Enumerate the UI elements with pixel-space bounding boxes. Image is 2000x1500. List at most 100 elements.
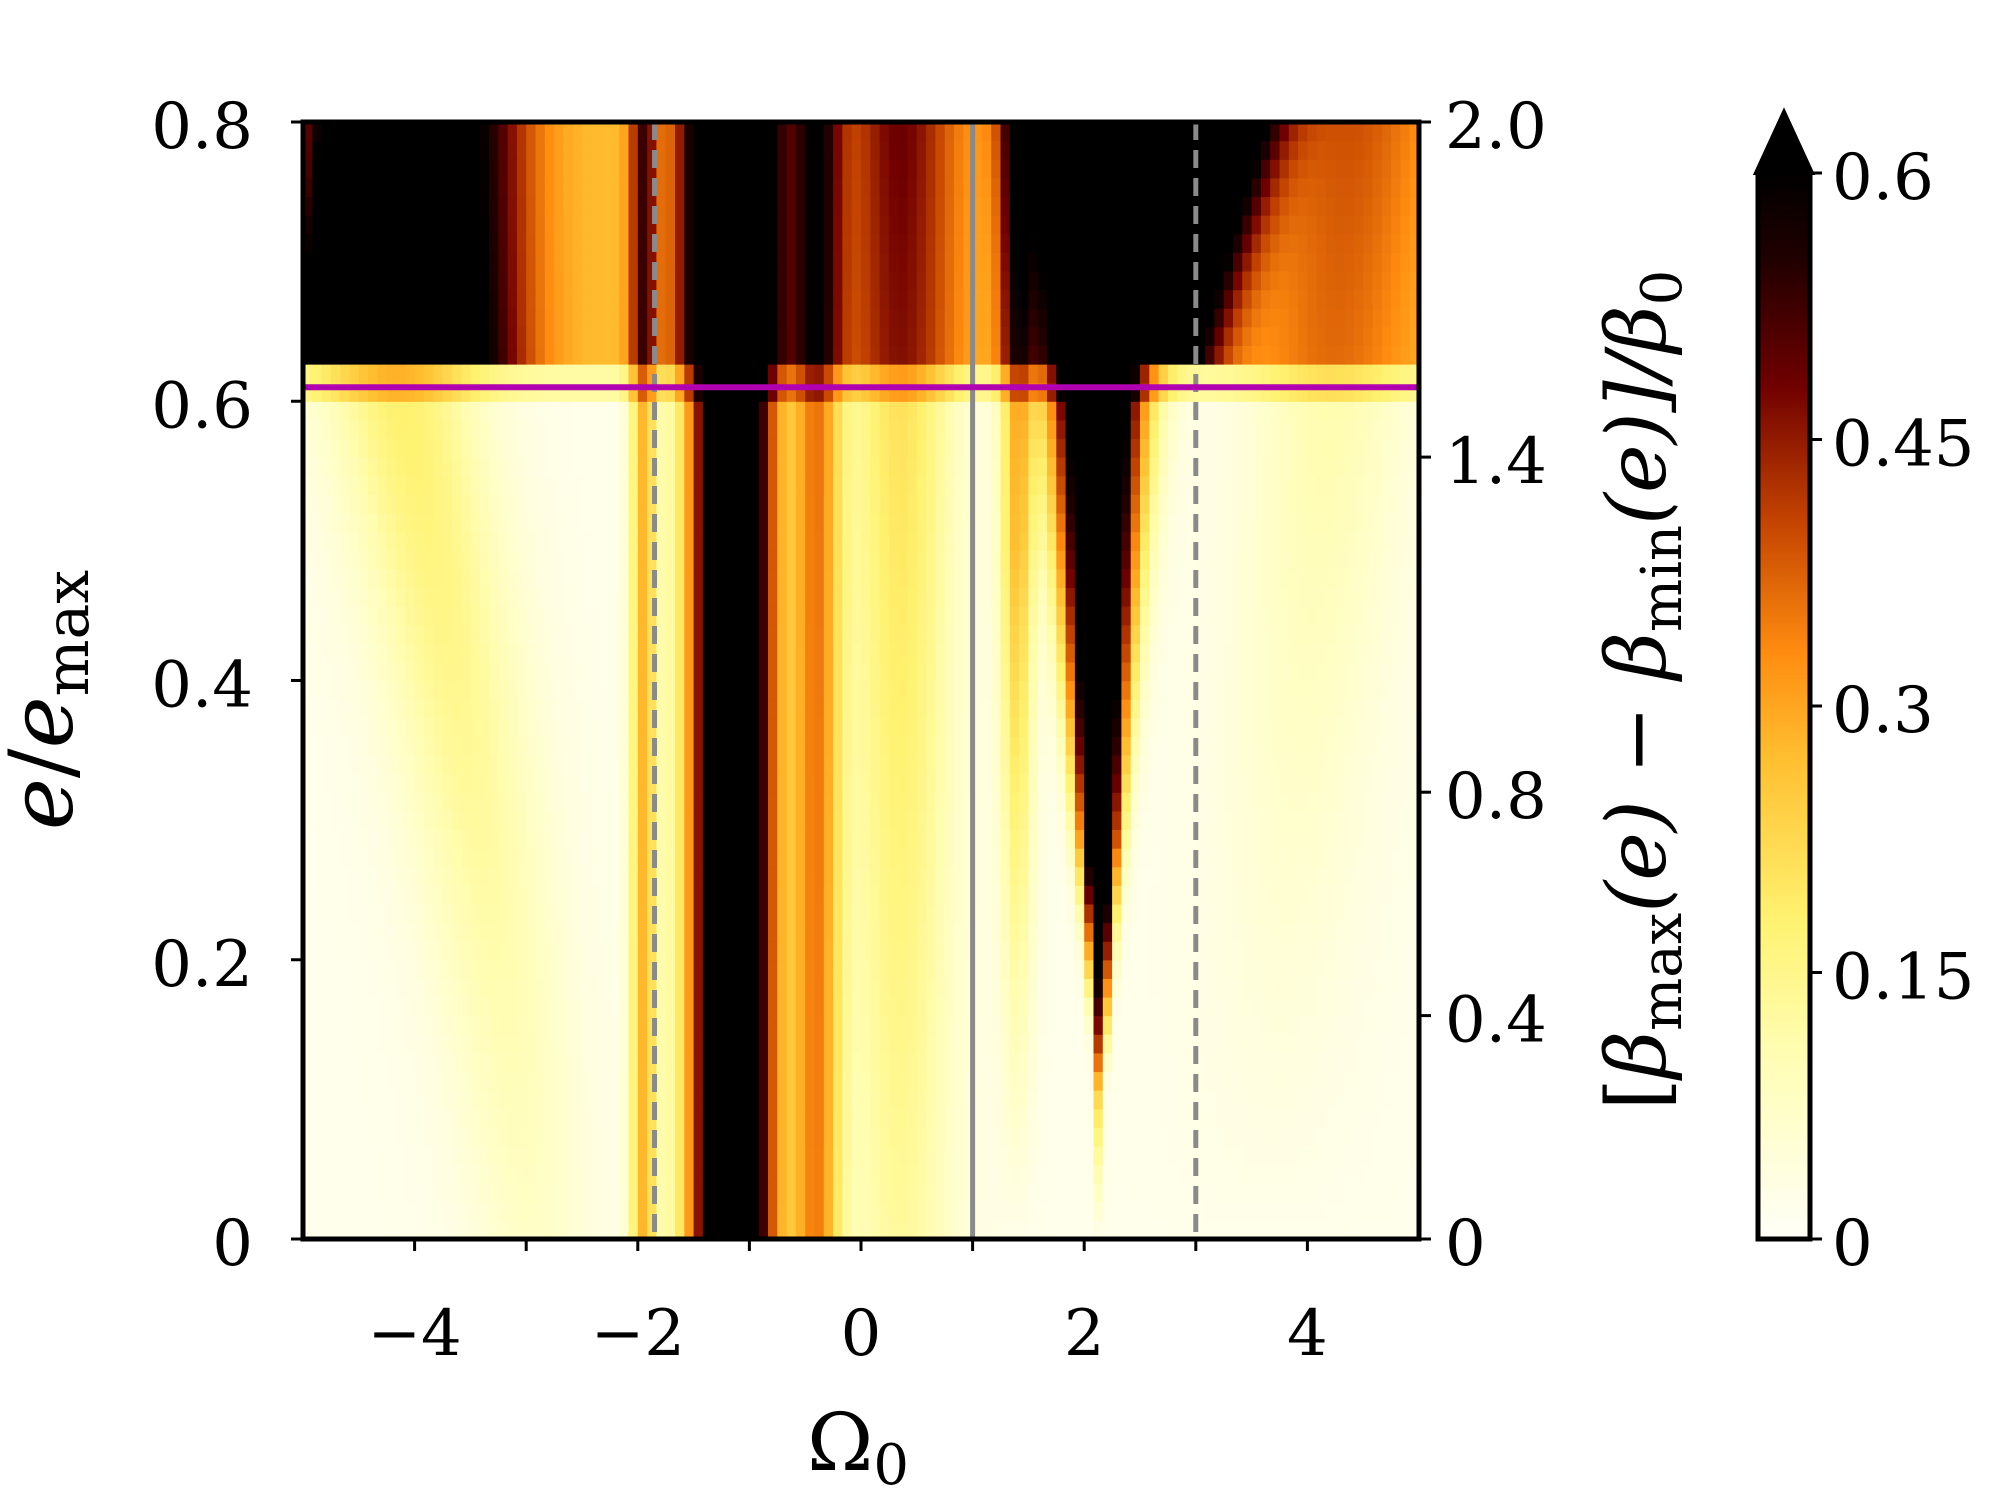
heatmap-cell <box>1019 624 1029 644</box>
heatmap-cell <box>423 661 434 682</box>
heatmap-cell <box>489 1034 499 1054</box>
heatmap-cell <box>851 643 862 663</box>
heatmap-cell <box>870 494 881 514</box>
heatmap-cell <box>926 978 936 998</box>
heatmap-cell <box>619 457 630 477</box>
heatmap-cell <box>758 1108 769 1128</box>
heatmap-cell <box>405 494 416 514</box>
heatmap-cell <box>1065 810 1076 831</box>
heatmap-cell <box>340 996 351 1017</box>
heatmap-cell <box>1372 1183 1383 1203</box>
heatmap-cell <box>786 1127 797 1147</box>
heatmap-cell <box>712 885 723 905</box>
heatmap-cell <box>721 959 732 979</box>
heatmap-cell <box>516 1127 527 1147</box>
heatmap-cell <box>535 1108 546 1128</box>
heatmap-cell <box>1298 810 1308 831</box>
heatmap-cell <box>1381 643 1392 663</box>
heatmap-cell <box>944 1015 955 1035</box>
heatmap-cell <box>516 680 527 700</box>
heatmap-cell <box>926 996 936 1017</box>
heatmap-cell <box>554 550 564 570</box>
heatmap-cell <box>396 1071 406 1091</box>
heatmap-cell <box>702 717 713 737</box>
heatmap-cell <box>619 978 630 998</box>
heatmap-cell <box>386 1183 397 1203</box>
heatmap-cell <box>1195 699 1206 719</box>
heatmap-cell <box>1065 754 1076 775</box>
heatmap-cell <box>312 643 323 663</box>
heatmap-cell <box>609 810 620 831</box>
heatmap-cell <box>591 624 602 644</box>
heatmap-cell <box>721 792 732 812</box>
heatmap-cell <box>907 1090 918 1110</box>
heatmap-cell <box>637 624 648 644</box>
heatmap-cell <box>926 773 936 793</box>
heatmap-cell <box>396 1090 406 1110</box>
heatmap-cell <box>749 661 760 682</box>
heatmap-cell <box>833 680 843 700</box>
heatmap-cell <box>749 699 760 719</box>
heatmap-cell <box>693 959 704 979</box>
heatmap-cell <box>572 624 583 644</box>
heatmap-cell <box>442 531 453 551</box>
heatmap-cell <box>572 866 583 886</box>
heatmap-cell <box>1195 792 1206 812</box>
heatmap-cell <box>758 568 769 589</box>
heatmap-cell <box>1223 848 1234 868</box>
heatmap-cell <box>1037 996 1048 1017</box>
heatmap-cell <box>358 568 369 589</box>
heatmap-cell <box>851 978 862 998</box>
heatmap-cell <box>1009 1090 1020 1110</box>
heatmap-cell <box>516 1071 527 1091</box>
heatmap-cell <box>684 1071 695 1091</box>
heatmap-cell <box>833 1183 843 1203</box>
heatmap-cell <box>609 848 620 868</box>
heatmap-cell <box>303 606 313 626</box>
heatmap-cell <box>563 773 574 793</box>
heatmap-cell <box>1177 829 1188 849</box>
heatmap-cell <box>321 792 332 812</box>
heatmap-cell <box>396 494 406 514</box>
heatmap-cell <box>451 773 462 793</box>
heatmap-cell <box>1372 1220 1383 1239</box>
heatmap-cell <box>898 941 909 961</box>
heatmap-cell <box>1093 661 1104 682</box>
heatmap-cell <box>972 792 983 812</box>
heatmap-cell <box>414 1220 425 1239</box>
heatmap-cell <box>963 1015 974 1035</box>
heatmap-cell <box>368 1052 378 1073</box>
heatmap-cell <box>414 1164 425 1184</box>
heatmap-cell <box>1065 1164 1076 1184</box>
heatmap-cell <box>1335 810 1346 831</box>
heatmap-cell <box>935 512 946 533</box>
heatmap-cell <box>1298 550 1308 570</box>
heatmap-cell <box>721 922 732 942</box>
heatmap-cell <box>433 680 444 700</box>
heatmap-cell <box>1251 1034 1262 1054</box>
heatmap-cell <box>1028 587 1039 607</box>
heatmap-cell <box>1344 978 1355 998</box>
heatmap-cell <box>1186 475 1197 495</box>
heatmap-cell <box>377 1108 388 1128</box>
heatmap-cell <box>907 1052 918 1073</box>
heatmap-cell <box>768 1220 778 1239</box>
heatmap-cell <box>1140 903 1150 924</box>
heatmap-cell <box>684 941 695 961</box>
heatmap-cell <box>1353 754 1364 775</box>
heatmap-cell <box>1214 829 1225 849</box>
heatmap-cell <box>768 885 778 905</box>
heatmap-cell <box>1056 922 1067 942</box>
heatmap-cell <box>582 1108 592 1128</box>
heatmap-cell <box>1037 699 1048 719</box>
heatmap-cell <box>1047 624 1057 644</box>
heatmap-cell <box>498 699 509 719</box>
heatmap-cell <box>684 661 695 682</box>
heatmap-cell <box>1381 1034 1392 1054</box>
heatmap-cell <box>898 996 909 1017</box>
heatmap-cell <box>665 494 676 514</box>
heatmap-cell <box>944 661 955 682</box>
heatmap-cell <box>879 1183 890 1203</box>
heatmap-cell <box>423 717 434 737</box>
heatmap-cell <box>1009 1108 1020 1128</box>
